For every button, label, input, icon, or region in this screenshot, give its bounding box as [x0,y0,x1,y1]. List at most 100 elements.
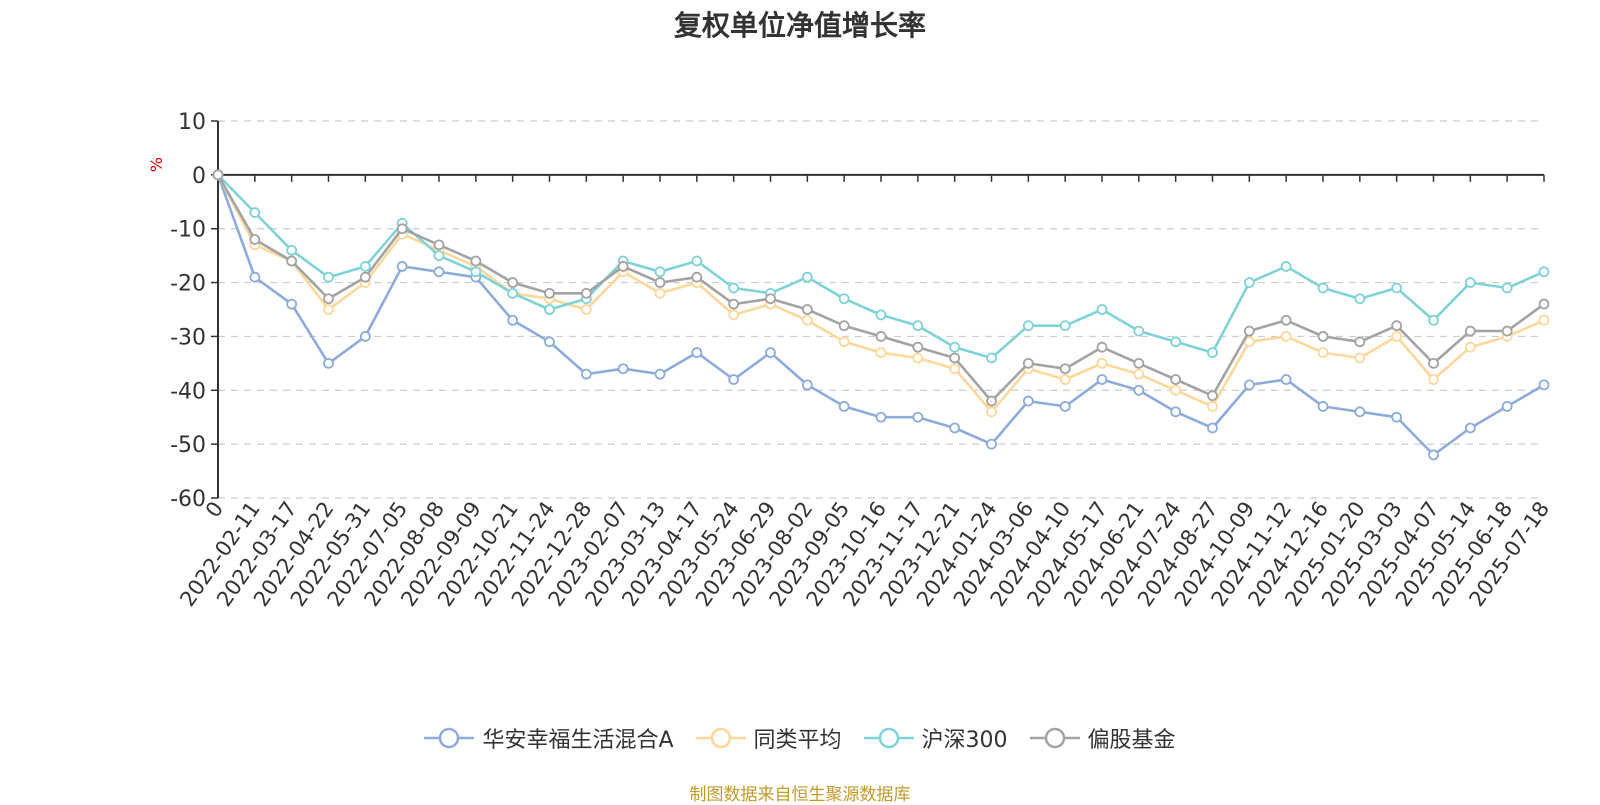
data-point [654,266,666,278]
data-point [654,368,666,380]
data-point [507,314,519,326]
data-point [359,261,371,272]
data-point [1096,341,1108,353]
data-point [838,401,850,412]
data-point [1059,363,1071,375]
data-point [986,406,997,418]
data-point [323,271,334,283]
series-line [216,173,1546,403]
data-point [1354,406,1366,418]
data-point [1280,261,1292,272]
data-point [691,271,703,283]
data-point [1096,374,1108,385]
data-point [1501,325,1513,337]
data-point [1133,357,1145,369]
data-point [1133,325,1145,337]
legend: 华安幸福生活混合A 同类平均 沪深300 偏股基金 [0,722,1600,754]
data-point [1464,325,1476,337]
data-point [1243,325,1255,337]
data-point [1059,320,1071,332]
data-point [580,368,592,380]
data-point [949,422,961,434]
data-point [986,395,997,407]
data-point [1022,320,1034,332]
y-axis-label: % [147,157,166,172]
data-point [617,363,629,375]
data-point [1059,401,1071,412]
data-point [249,271,261,283]
data-point [1280,374,1292,385]
y-tick-label: -20 [170,272,206,297]
x-tick-label: 0 [201,497,228,522]
data-point [801,314,813,326]
data-point [1059,374,1071,385]
data-point [470,255,482,267]
data-point [1391,320,1403,332]
legend-label: 同类平均 [753,728,842,753]
data-point [396,223,408,235]
data-point [1317,347,1329,358]
legend-item[interactable]: 同类平均 [695,722,842,754]
data-point [912,352,924,364]
data-point [1501,282,1513,294]
legend-item[interactable]: 沪深300 [863,722,1008,754]
tick-labels: 100-10-20-30-40-50-60%02022-02-112022-03… [147,110,1554,611]
data-point [1133,368,1145,380]
data-point [580,287,592,299]
data-point [1317,331,1329,342]
data-point [544,304,555,315]
data-point [1170,336,1182,348]
series-lines [212,169,1550,461]
data-point [249,234,261,245]
data-point [1501,401,1513,412]
data-point [1428,449,1439,461]
data-point [1464,277,1476,288]
data-point [1354,293,1366,305]
data-point [1243,379,1255,391]
data-point [1170,374,1182,385]
data-point [323,293,334,305]
data-point [912,341,924,353]
data-point [1428,374,1439,385]
series-0 [212,169,1550,461]
data-point [1354,336,1366,348]
data-point [1243,336,1255,348]
legend-item[interactable]: 华安幸福生活混合A [424,722,674,754]
grid-lines [218,120,1544,499]
data-point [1538,298,1550,310]
data-point [691,347,703,358]
y-tick-label: 0 [192,164,206,189]
legend-line-circle-icon [863,727,914,749]
y-tick-label: -60 [170,487,206,512]
data-point [359,331,371,342]
y-tick-label: -50 [170,433,206,458]
data-point [654,277,666,288]
legend-item[interactable]: 偏股基金 [1029,722,1176,754]
data-point [544,336,555,348]
data-point [1538,266,1550,278]
data-point [801,379,813,391]
legend-line-circle-icon [1029,727,1080,749]
data-point [801,304,813,315]
data-point [838,320,850,332]
data-point [1096,357,1108,369]
data-point [1207,401,1218,412]
legend-label: 华安幸福生活混合A [482,728,674,753]
y-tick-label: -30 [170,325,206,350]
data-point [286,244,298,256]
axes [211,120,1545,499]
data-point [544,287,555,299]
data-point [838,336,850,348]
data-point [286,255,298,267]
data-point [1317,282,1329,294]
data-point [433,266,445,278]
data-point [949,363,961,375]
data-point [875,347,887,358]
data-point [323,357,334,369]
data-point [912,411,924,423]
data-point [507,277,519,288]
data-point [949,352,961,364]
data-point [654,287,666,299]
legend-label: 沪深300 [921,728,1008,753]
data-point [359,271,371,283]
